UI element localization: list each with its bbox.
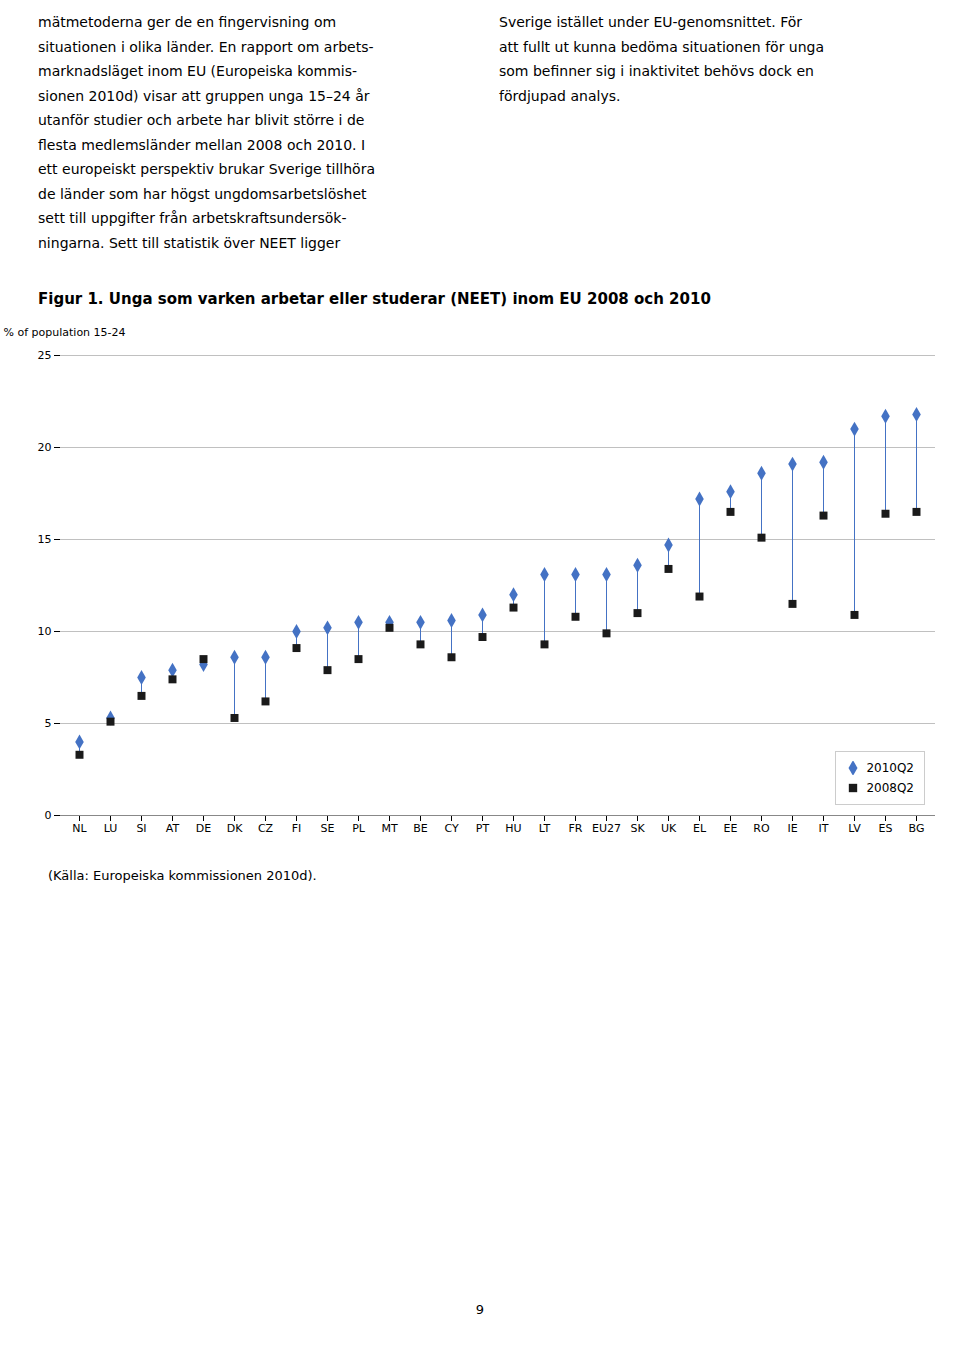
svg-text:IT: IT	[819, 822, 829, 835]
svg-text:FR: FR	[569, 822, 583, 835]
html-text:Sverige istället under EU-geno: Sverige istället under EU-genomsnittet. …	[499, 14, 825, 104]
svg-text:RO: RO	[753, 822, 770, 835]
svg-text:CY: CY	[444, 822, 458, 835]
html-text:Figur 1. Unga som varken arbet: Figur 1. Unga som varken arbetar eller s…	[38, 290, 711, 308]
svg-text:CZ: CZ	[258, 822, 274, 835]
svg-text:LV: LV	[848, 822, 861, 835]
svg-text:10: 10	[38, 625, 52, 638]
svg-text:SK: SK	[630, 822, 645, 835]
svg-text:AT: AT	[166, 822, 180, 835]
svg-text:DE: DE	[196, 822, 211, 835]
html-text:(Källa: Europeiska kommissione: (Källa: Europeiska kommissionen 2010d).	[48, 868, 317, 883]
svg-text:UK: UK	[661, 822, 677, 835]
svg-text:LU: LU	[104, 822, 118, 835]
html-text:9: 9	[475, 1302, 485, 1317]
svg-text:FI: FI	[292, 822, 302, 835]
svg-text:15: 15	[38, 533, 52, 546]
svg-text:% of population 15-24: % of population 15-24	[4, 326, 126, 339]
svg-text:MT: MT	[381, 822, 397, 835]
svg-text:DK: DK	[227, 822, 243, 835]
svg-text:EL: EL	[693, 822, 707, 835]
svg-text:ES: ES	[879, 822, 893, 835]
svg-text:NL: NL	[72, 822, 87, 835]
svg-text:BG: BG	[909, 822, 925, 835]
svg-text:5: 5	[45, 717, 52, 730]
html-text:mätmetoderna ger de en fingerv: mätmetoderna ger de en fingervisning om …	[38, 14, 375, 251]
html-text:2010Q2: 2010Q2	[866, 761, 914, 775]
svg-text:SI: SI	[136, 822, 146, 835]
svg-text:EE: EE	[724, 822, 738, 835]
html-text:2008Q2: 2008Q2	[866, 781, 914, 795]
svg-text:SE: SE	[321, 822, 335, 835]
svg-text:PL: PL	[352, 822, 366, 835]
svg-text:BE: BE	[413, 822, 428, 835]
svg-text:0: 0	[45, 809, 52, 822]
svg-text:LT: LT	[539, 822, 551, 835]
svg-text:HU: HU	[505, 822, 521, 835]
svg-text:IE: IE	[787, 822, 797, 835]
svg-text:PT: PT	[476, 822, 490, 835]
svg-text:EU27: EU27	[592, 822, 621, 835]
svg-text:20: 20	[38, 441, 52, 454]
svg-text:25: 25	[38, 349, 52, 362]
